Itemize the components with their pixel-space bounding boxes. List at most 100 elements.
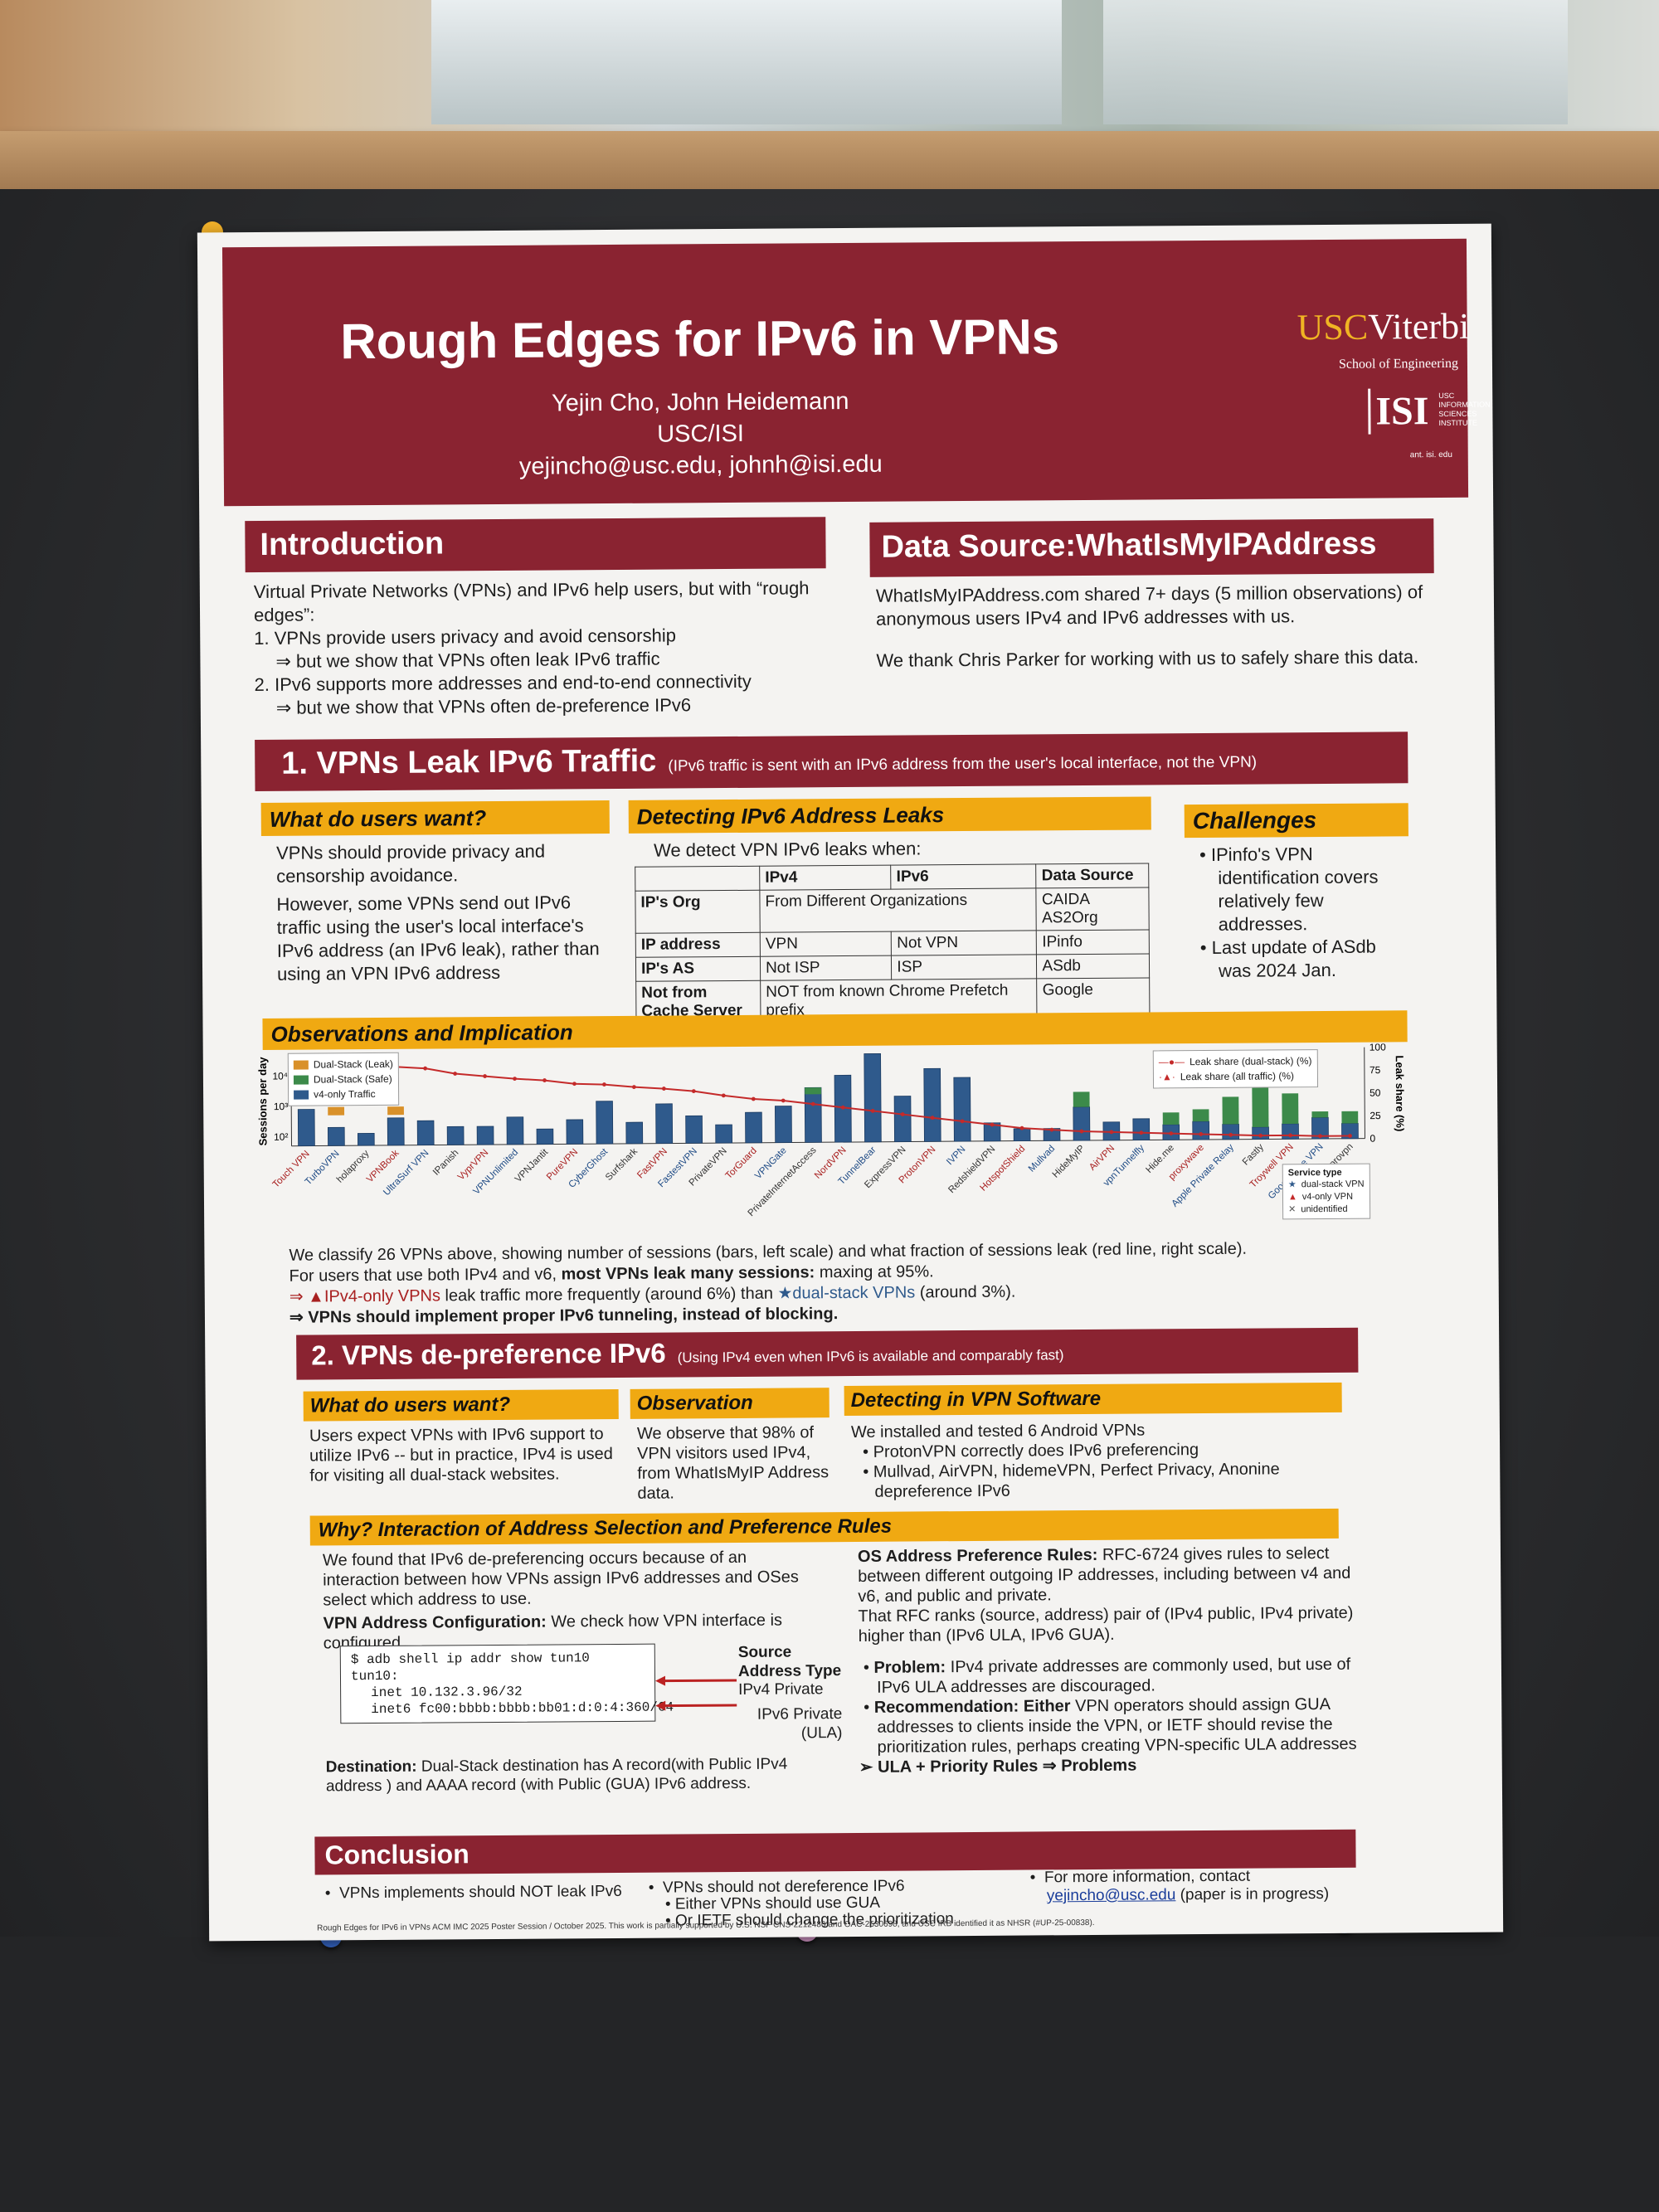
leak-share-point bbox=[960, 1119, 965, 1124]
star-icon: ★ bbox=[1287, 1179, 1297, 1190]
v4-bar bbox=[1073, 1106, 1091, 1141]
vpn-leak-chart: Sessions per day Leak share (%) 10⁴ 10³ 10… bbox=[256, 1043, 1407, 1218]
leak-detection-table: IPv4 IPv6 Data Source IP's Org From Diff… bbox=[635, 863, 1150, 1024]
obs-text-bold: most VPNs leak many sessions: bbox=[561, 1263, 815, 1284]
leak-share-point bbox=[751, 1096, 756, 1101]
y2-tick-label: 25 bbox=[1370, 1110, 1381, 1121]
obs-dualstack: ★dual-stack VPNs bbox=[777, 1283, 916, 1303]
leak-share-point bbox=[1139, 1130, 1144, 1135]
isi-logo: ISI bbox=[1368, 388, 1429, 435]
v4-bar bbox=[1013, 1128, 1031, 1142]
legend-swatch-leak bbox=[293, 1060, 309, 1070]
detect-item: • Mullvad, AirVPN, hidemeVPN, Perfect Pr… bbox=[863, 1460, 1280, 1501]
poster-header: Rough Edges for IPv6 in VPNs Yejin Cho, … bbox=[221, 238, 1491, 507]
v4-bar bbox=[893, 1096, 912, 1143]
v4-bar bbox=[745, 1111, 762, 1144]
y2-tick-label: 50 bbox=[1370, 1087, 1381, 1099]
table-cell: CAIDA AS2Org bbox=[1036, 887, 1150, 931]
leak-share-point bbox=[1318, 1134, 1322, 1139]
s1-want-p2: However, some VPNs send out IPv6 traffic… bbox=[276, 892, 600, 984]
why-paragraph: We found that IPv6 de-preferencing occur… bbox=[322, 1548, 799, 1610]
atrium-ceiling bbox=[0, 0, 1659, 137]
os-rules: OS Address Preference Rules: RFC-6724 gi… bbox=[858, 1544, 1368, 1607]
source-ipv4-private: IPv4 Private bbox=[738, 1680, 824, 1699]
v4-bar bbox=[566, 1119, 584, 1145]
datasource-paragraph-1: WhatIsMyIPAddress.com shared 7+ days (5 … bbox=[875, 581, 1423, 630]
x-tick-label: Touch VPN bbox=[271, 1149, 312, 1189]
y-tick-label: 10² bbox=[274, 1131, 288, 1143]
poster-authors: Yejin Cho, John Heidemann bbox=[551, 387, 849, 417]
s2-detect-heading: Detecting in VPN Software bbox=[844, 1382, 1342, 1417]
x-mark-icon: ✕ bbox=[1288, 1204, 1297, 1215]
leak-share-point bbox=[930, 1116, 935, 1121]
section2-subtitle: (Using IPv4 even when IPv6 is available … bbox=[677, 1347, 1064, 1366]
challenge-item: • Last update of ASdb was 2024 Jan. bbox=[1199, 936, 1376, 981]
contact-email-link[interactable]: yejincho@usc.edu bbox=[1046, 1886, 1176, 1905]
isi-logo-subtitle: USC INFORMATION SCIENCES INSTITUTE bbox=[1438, 391, 1491, 428]
s2-observation-text: We observe that 98% of VPN visitors used… bbox=[636, 1423, 830, 1503]
code-line: inet6 fc00:bbbb:bbbb:bb01:d:0:4:360/64 bbox=[371, 1699, 674, 1718]
v4-bar bbox=[1311, 1116, 1329, 1140]
safe-bar bbox=[1311, 1111, 1329, 1118]
leak-share-point bbox=[810, 1101, 815, 1106]
legend-label: v4-only Traffic bbox=[314, 1087, 376, 1101]
safe-bar bbox=[1222, 1096, 1239, 1125]
leak-share-point bbox=[1199, 1132, 1204, 1136]
legend-label: dual-stack VPN bbox=[1301, 1179, 1365, 1189]
legend-title: Service type bbox=[1287, 1167, 1342, 1179]
detect-item-text: Mullvad, AirVPN, hidemeVPN, Perfect Priv… bbox=[873, 1460, 1280, 1501]
s2-want-heading: What do users want? bbox=[303, 1388, 619, 1422]
source-ipv6-ula: IPv6 Private (ULA) bbox=[757, 1705, 843, 1743]
v4-bar bbox=[685, 1115, 703, 1144]
safe-bar bbox=[1162, 1112, 1180, 1125]
vpn-config-label: VPN Address Configuration: bbox=[323, 1612, 547, 1633]
poster-affiliation: USC/ISI bbox=[657, 420, 745, 448]
leak-share-point bbox=[1169, 1131, 1174, 1136]
ula-text: ULA + Priority Rules ⇒ Problems bbox=[878, 1756, 1137, 1777]
v4-bar bbox=[476, 1125, 494, 1145]
y-tick-label: 10⁴ bbox=[272, 1070, 288, 1082]
leak-share-point bbox=[1348, 1134, 1352, 1138]
leak-share-point bbox=[870, 1109, 875, 1113]
safe-bar bbox=[1073, 1091, 1090, 1107]
safe-bar bbox=[805, 1087, 822, 1095]
section2-heading: 2. VPNs de-preference IPv6 bbox=[311, 1337, 666, 1371]
section1-heading: 1. VPNs Leak IPv6 Traffic bbox=[281, 743, 657, 781]
intro-paragraph: Virtual Private Networks (VPNs) and IPv6… bbox=[253, 577, 810, 626]
s1-detect-intro: We detect VPN IPv6 leaks when: bbox=[653, 838, 922, 861]
table-cell: IP address bbox=[635, 932, 761, 958]
wood-frame bbox=[0, 131, 1659, 189]
leak-share-point bbox=[721, 1093, 726, 1098]
code-line: $ adb shell ip addr show tun10 bbox=[350, 1650, 590, 1668]
ula-line: ➢ ULA + Priority Rules ⇒ Problems bbox=[859, 1756, 1137, 1777]
poster-title: Rough Edges for IPv6 in VPNs bbox=[340, 309, 1060, 370]
leak-share-point bbox=[1049, 1127, 1054, 1132]
problem-label: Problem: bbox=[873, 1658, 946, 1677]
x-tick-label: AirVPN bbox=[1087, 1143, 1117, 1172]
y2-tick-label: 100 bbox=[1370, 1043, 1386, 1053]
legend-swatch-v4 bbox=[294, 1090, 309, 1100]
recommendation-label: Recommendation: Either bbox=[873, 1697, 1071, 1717]
x-tick-label: IVPN bbox=[945, 1145, 967, 1168]
obs-text: maxing at 95%. bbox=[815, 1262, 934, 1282]
table-cell: ISP bbox=[891, 954, 1038, 980]
intro-item-2b: ⇒ but we show that VPNs often de-prefere… bbox=[275, 694, 692, 718]
v4-bar bbox=[446, 1125, 465, 1145]
leak-share-point bbox=[661, 1087, 666, 1091]
challenge-item: • IPinfo's VPN identification covers rel… bbox=[1199, 843, 1379, 935]
v4-bar bbox=[1222, 1123, 1240, 1140]
table-cell: Not ISP bbox=[760, 955, 892, 981]
arrow-ipv4 bbox=[662, 1679, 737, 1683]
arrow-ipv6 bbox=[662, 1704, 737, 1708]
adb-command-output: $ adb shell ip addr show tun10 tun10: in… bbox=[339, 1643, 674, 1724]
s2-detect-text: We installed and tested 6 Android VPNs •… bbox=[851, 1419, 1350, 1502]
table-cell: From Different Organizations bbox=[759, 887, 1037, 933]
source-address-type-heading: Source Address Type bbox=[737, 1643, 842, 1680]
v4-bar bbox=[804, 1087, 822, 1143]
table-row: IP address VPN Not VPN IPinfo bbox=[635, 929, 1150, 958]
leak-share-point bbox=[840, 1105, 845, 1110]
table-header-cell bbox=[635, 866, 760, 892]
v4-bar bbox=[357, 1132, 375, 1146]
legend-line-solid-icon: —●— bbox=[1158, 1056, 1185, 1068]
leak-share-point bbox=[631, 1085, 636, 1090]
